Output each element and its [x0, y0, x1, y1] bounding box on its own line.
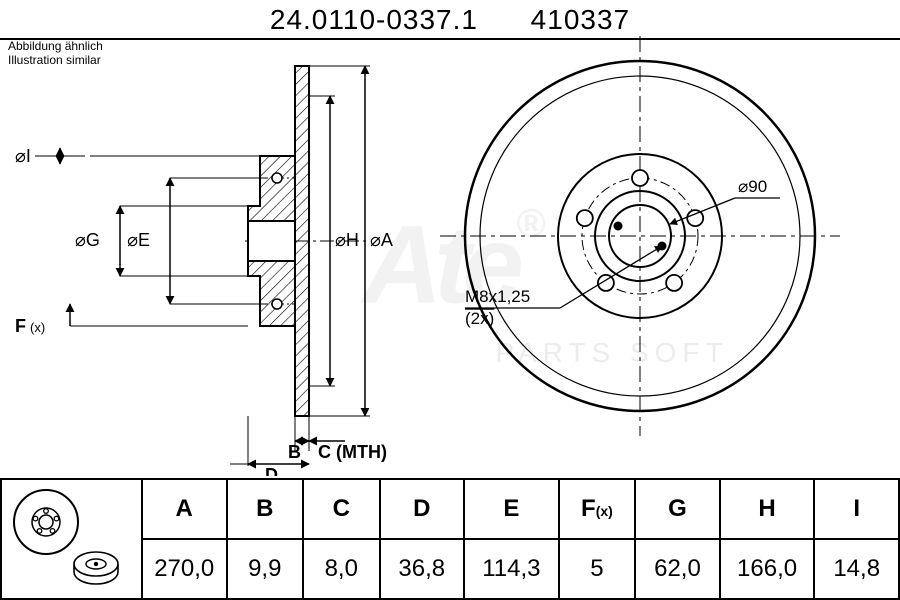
val-H: 166,0	[720, 539, 815, 599]
label-thread-qty: (2x)	[465, 309, 494, 328]
drawing-area: Ate® PARTS SOFT	[0, 36, 900, 476]
col-F: F(x)	[559, 479, 636, 539]
col-C: C	[303, 479, 380, 539]
cross-section: ⌀I ⌀G ⌀E ⌀H	[15, 66, 393, 476]
label-D: D	[265, 465, 278, 476]
val-E: 114,3	[464, 539, 559, 599]
label-dia-E: ⌀E	[127, 230, 150, 250]
technical-diagram: ⌀I ⌀G ⌀E ⌀H	[0, 36, 900, 476]
val-A: 270,0	[142, 539, 227, 599]
label-dia-H: ⌀H	[335, 230, 359, 250]
val-C: 8,0	[303, 539, 380, 599]
val-I: 14,8	[814, 539, 899, 599]
col-I: I	[814, 479, 899, 539]
disc-icon	[6, 484, 136, 594]
col-H: H	[720, 479, 815, 539]
col-D: D	[380, 479, 465, 539]
label-C: C (MTH)	[318, 442, 387, 462]
part-code: 410337	[531, 4, 630, 35]
part-number: 24.0110-0337.1	[270, 4, 478, 35]
col-G: G	[635, 479, 720, 539]
label-dia-G: ⌀G	[75, 230, 100, 250]
table-header-row: A B C D E F(x) G H I	[1, 479, 899, 539]
val-D: 36,8	[380, 539, 465, 599]
label-F: F	[15, 316, 26, 336]
col-E: E	[464, 479, 559, 539]
label-dia-I: ⌀I	[15, 146, 31, 166]
dimension-table-wrap: A B C D E F(x) G H I 270,0 9,9 8,0 36,8 …	[0, 478, 900, 600]
val-B: 9,9	[227, 539, 304, 599]
front-view: ⌀90 M8x1,25 (2x)	[440, 36, 840, 436]
label-center-dia: ⌀90	[738, 177, 767, 196]
col-B: B	[227, 479, 304, 539]
label-B: B	[288, 442, 301, 462]
val-G: 62,0	[635, 539, 720, 599]
label-dia-A: ⌀A	[370, 230, 393, 250]
col-A: A	[142, 479, 227, 539]
icon-cell	[1, 479, 142, 599]
label-thread: M8x1,25	[465, 287, 530, 306]
label-F-sub: (x)	[30, 320, 45, 335]
header-bar: 24.0110-0337.1 410337	[0, 0, 900, 40]
dimension-table: A B C D E F(x) G H I 270,0 9,9 8,0 36,8 …	[0, 478, 900, 600]
val-F: 5	[559, 539, 636, 599]
